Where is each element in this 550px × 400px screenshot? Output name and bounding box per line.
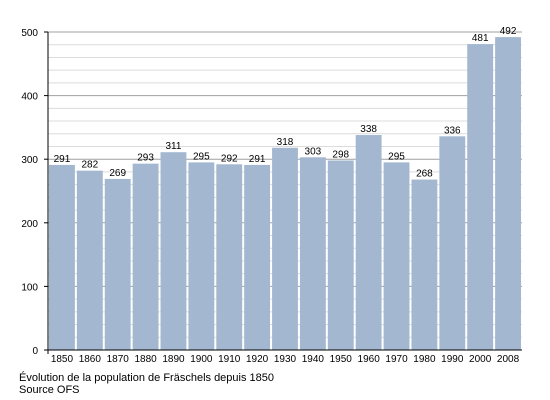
bar-1860 <box>76 170 103 350</box>
x-tick-label: 1860 <box>79 354 102 365</box>
x-tick-label: 1980 <box>413 354 436 365</box>
y-tick-label: 100 <box>21 282 38 293</box>
bar-1990 <box>439 136 466 350</box>
x-tick-label: 2008 <box>497 354 520 365</box>
bar-value-label: 268 <box>416 169 433 180</box>
bar-1980 <box>411 179 438 350</box>
x-tick-labels: 1850 1860 1870 1880 1890 1900 1910 1920 1930 1940… <box>51 354 520 365</box>
y-tick-label: 300 <box>21 155 38 166</box>
x-tick-label: 1850 <box>51 354 74 365</box>
bar-value-label: 492 <box>500 26 517 37</box>
bar-1920 <box>244 164 271 350</box>
bar-2008 <box>495 37 521 350</box>
bar-value-label: 293 <box>137 153 154 164</box>
population-bar-chart: 291 282 269 293 311 295 292 291 318 303 298 338 295 2… <box>21 26 522 365</box>
chart-caption: Évolution de la population de Fräschels … <box>19 372 275 384</box>
x-tick-label: 1880 <box>134 354 157 365</box>
y-tick-labels: 0 100 200 300 400 500 <box>21 28 38 357</box>
bar-value-label: 318 <box>277 137 294 148</box>
bar-value-label: 291 <box>54 154 71 165</box>
x-tick-label: 1990 <box>441 354 464 365</box>
bar-1940 <box>299 157 326 350</box>
x-tick-label: 1930 <box>274 354 297 365</box>
bar-value-label: 298 <box>332 149 349 160</box>
bar-value-label: 311 <box>165 141 181 152</box>
bar-1910 <box>216 164 243 350</box>
bar-value-label: 303 <box>305 146 322 157</box>
y-tick-label: 400 <box>21 92 38 103</box>
bar-value-label: 336 <box>444 125 461 136</box>
bar-1970 <box>383 162 410 350</box>
x-tick-label: 1970 <box>385 354 408 365</box>
chart-source: Source OFS <box>19 384 80 396</box>
bar-1930 <box>272 147 298 350</box>
bar-value-label: 338 <box>360 124 377 135</box>
axes <box>44 31 522 354</box>
x-tick-label: 2000 <box>469 354 492 365</box>
y-tick-label: 200 <box>21 219 38 230</box>
bar-value-label: 282 <box>81 160 98 171</box>
bar-1900 <box>188 162 215 350</box>
x-tick-label: 1910 <box>218 354 241 365</box>
bars <box>49 37 521 351</box>
bar-value-label: 269 <box>109 168 126 179</box>
bar-value-label: 481 <box>472 33 489 44</box>
x-tick-label: 1920 <box>246 354 269 365</box>
y-tick-label: 500 <box>21 28 38 39</box>
y-tick-label: 0 <box>32 346 38 357</box>
x-tick-label: 1890 <box>162 354 185 365</box>
bar-1870 <box>104 178 131 350</box>
bar-1850 <box>49 164 75 350</box>
x-tick-label: 1940 <box>302 354 325 365</box>
bar-2000 <box>467 44 494 351</box>
bar-1950 <box>327 160 354 350</box>
bar-1880 <box>132 163 159 350</box>
x-tick-label: 1960 <box>358 354 381 365</box>
x-tick-label: 1950 <box>330 354 353 365</box>
bar-value-label: 291 <box>249 154 266 165</box>
bar-1960 <box>355 135 382 350</box>
bar-value-label: 292 <box>221 153 238 164</box>
bar-1890 <box>160 152 187 350</box>
bar-value-label: 295 <box>193 151 210 162</box>
x-tick-label: 1870 <box>107 354 130 365</box>
bar-value-label: 295 <box>388 151 405 162</box>
data-labels: 291 282 269 293 311 295 292 291 318 303 298 338 295 2… <box>54 26 517 179</box>
x-tick-label: 1900 <box>190 354 213 365</box>
